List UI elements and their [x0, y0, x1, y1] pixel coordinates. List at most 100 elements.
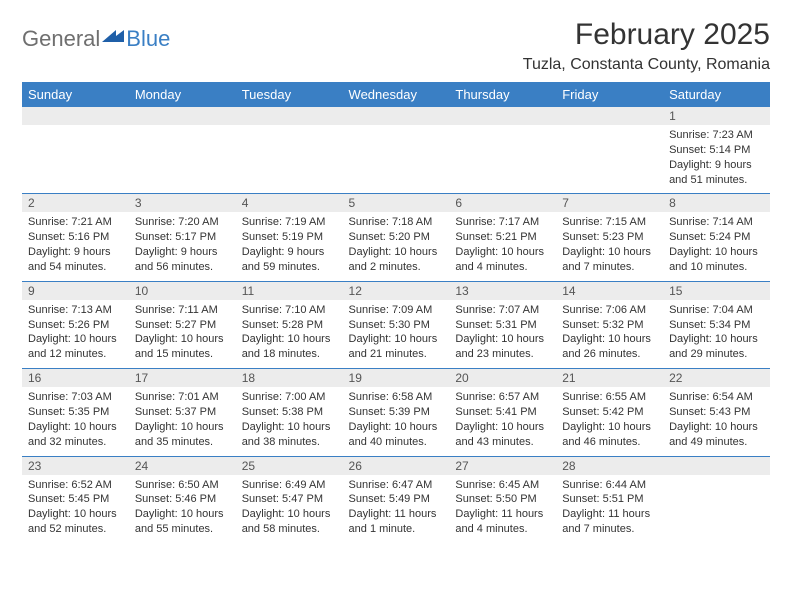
day-line-sr: Sunrise: 7:01 AM	[135, 390, 230, 405]
day-header-fri: Friday	[556, 82, 663, 107]
day-number: 15	[663, 282, 770, 300]
day-cell: 5Sunrise: 7:18 AMSunset: 5:20 PMDaylight…	[343, 194, 450, 281]
day-line-dl1: Daylight: 10 hours	[455, 332, 550, 347]
day-cell	[663, 456, 770, 543]
day-number: 25	[236, 457, 343, 475]
day-number: 23	[22, 457, 129, 475]
day-line-dl2: and 52 minutes.	[28, 522, 123, 537]
day-number: 21	[556, 369, 663, 387]
day-line-dl2: and 49 minutes.	[669, 435, 764, 450]
day-cell	[22, 107, 129, 194]
day-body: Sunrise: 7:19 AMSunset: 5:19 PMDaylight:…	[236, 212, 343, 280]
day-cell: 14 Sunrise: 7:06 AMSunset: 5:32 PMDayligh…	[556, 281, 663, 368]
day-line-dl2: and 35 minutes.	[135, 435, 230, 450]
day-body-empty	[22, 125, 129, 183]
day-line-dl1: Daylight: 10 hours	[135, 332, 230, 347]
day-number-empty	[663, 457, 770, 475]
logo-flag-icon	[102, 30, 124, 48]
header: General Blue February 2025 Tuzla, Consta…	[22, 18, 770, 74]
day-number: 16	[22, 369, 129, 387]
day-header-tue: Tuesday	[236, 82, 343, 107]
day-body-empty	[449, 125, 556, 183]
day-body: Sunrise: 7:20 AMSunset: 5:17 PMDaylight:…	[129, 212, 236, 280]
day-body: Sunrise: 6:45 AMSunset: 5:50 PMDaylight:…	[449, 475, 556, 543]
day-number: 1	[663, 107, 770, 125]
day-line-dl1: Daylight: 10 hours	[669, 245, 764, 260]
day-line-sr: Sunrise: 7:06 AM	[562, 303, 657, 318]
day-number-empty	[449, 107, 556, 125]
day-line-ss: Sunset: 5:42 PM	[562, 405, 657, 420]
day-line-dl2: and 7 minutes.	[562, 522, 657, 537]
day-header-row: Sunday Monday Tuesday Wednesday Thursday…	[22, 82, 770, 107]
week-row: 9Sunrise: 7:13 AMSunset: 5:26 PMDaylight…	[22, 281, 770, 368]
day-cell: 22Sunrise: 6:54 AMSunset: 5:43 PMDayligh…	[663, 369, 770, 456]
day-body: Sunrise: 6:50 AMSunset: 5:46 PMDaylight:…	[129, 475, 236, 543]
day-line-sr: Sunrise: 6:45 AM	[455, 478, 550, 493]
day-header-sun: Sunday	[22, 82, 129, 107]
day-body: Sunrise: 7:17 AMSunset: 5:21 PMDaylight:…	[449, 212, 556, 280]
day-line-sr: Sunrise: 7:18 AM	[349, 215, 444, 230]
day-cell: 23Sunrise: 6:52 AMSunset: 5:45 PMDayligh…	[22, 456, 129, 543]
day-number: 5	[343, 194, 450, 212]
day-line-ss: Sunset: 5:45 PM	[28, 492, 123, 507]
day-line-dl2: and 2 minutes.	[349, 260, 444, 275]
day-line-sr: Sunrise: 6:44 AM	[562, 478, 657, 493]
day-body-empty	[129, 125, 236, 183]
day-line-dl2: and 10 minutes.	[669, 260, 764, 275]
day-number: 6	[449, 194, 556, 212]
day-line-ss: Sunset: 5:37 PM	[135, 405, 230, 420]
day-line-dl1: Daylight: 10 hours	[135, 420, 230, 435]
day-cell: 27Sunrise: 6:45 AMSunset: 5:50 PMDayligh…	[449, 456, 556, 543]
day-line-ss: Sunset: 5:19 PM	[242, 230, 337, 245]
day-cell: 8Sunrise: 7:14 AMSunset: 5:24 PMDaylight…	[663, 194, 770, 281]
day-line-dl1: Daylight: 11 hours	[562, 507, 657, 522]
day-line-sr: Sunrise: 7:11 AM	[135, 303, 230, 318]
day-line-sr: Sunrise: 7:14 AM	[669, 215, 764, 230]
day-cell: 20Sunrise: 6:57 AMSunset: 5:41 PMDayligh…	[449, 369, 556, 456]
day-line-ss: Sunset: 5:14 PM	[669, 143, 764, 158]
day-line-ss: Sunset: 5:43 PM	[669, 405, 764, 420]
day-line-sr: Sunrise: 7:10 AM	[242, 303, 337, 318]
day-body: Sunrise: 7:15 AMSunset: 5:23 PMDaylight:…	[556, 212, 663, 280]
day-number: 20	[449, 369, 556, 387]
day-cell: 12Sunrise: 7:09 AMSunset: 5:30 PMDayligh…	[343, 281, 450, 368]
day-line-dl2: and 32 minutes.	[28, 435, 123, 450]
day-cell: 2Sunrise: 7:21 AMSunset: 5:16 PMDaylight…	[22, 194, 129, 281]
location-text: Tuzla, Constanta County, Romania	[523, 56, 770, 74]
day-line-ss: Sunset: 5:26 PM	[28, 318, 123, 333]
day-cell: 11Sunrise: 7:10 AMSunset: 5:28 PMDayligh…	[236, 281, 343, 368]
day-body: Sunrise: 7:03 AMSunset: 5:35 PMDaylight:…	[22, 387, 129, 455]
day-line-dl2: and 12 minutes.	[28, 347, 123, 362]
day-line-sr: Sunrise: 6:49 AM	[242, 478, 337, 493]
day-body-empty	[236, 125, 343, 183]
day-body: Sunrise: 7:04 AMSunset: 5:34 PMDaylight:…	[663, 300, 770, 368]
day-number: 8	[663, 194, 770, 212]
week-row: 1Sunrise: 7:23 AMSunset: 5:14 PMDaylight…	[22, 107, 770, 194]
day-body: Sunrise: 7:09 AMSunset: 5:30 PMDaylight:…	[343, 300, 450, 368]
day-number: 14	[556, 282, 663, 300]
day-cell: 6Sunrise: 7:17 AMSunset: 5:21 PMDaylight…	[449, 194, 556, 281]
day-line-dl1: Daylight: 10 hours	[242, 507, 337, 522]
day-line-dl1: Daylight: 10 hours	[242, 332, 337, 347]
day-number: 28	[556, 457, 663, 475]
day-body-empty	[663, 475, 770, 533]
day-body: Sunrise: 7:13 AMSunset: 5:26 PMDaylight:…	[22, 300, 129, 368]
page-title: February 2025	[523, 18, 770, 52]
day-cell: 19Sunrise: 6:58 AMSunset: 5:39 PMDayligh…	[343, 369, 450, 456]
day-number: 17	[129, 369, 236, 387]
day-line-sr: Sunrise: 7:07 AM	[455, 303, 550, 318]
day-line-sr: Sunrise: 6:58 AM	[349, 390, 444, 405]
day-body: Sunrise: 7:23 AMSunset: 5:14 PMDaylight:…	[663, 125, 770, 193]
day-line-ss: Sunset: 5:32 PM	[562, 318, 657, 333]
day-line-ss: Sunset: 5:49 PM	[349, 492, 444, 507]
day-line-dl1: Daylight: 10 hours	[669, 420, 764, 435]
day-line-dl2: and 1 minute.	[349, 522, 444, 537]
day-line-dl2: and 43 minutes.	[455, 435, 550, 450]
day-line-dl1: Daylight: 10 hours	[562, 332, 657, 347]
day-line-dl2: and 46 minutes.	[562, 435, 657, 450]
day-number: 22	[663, 369, 770, 387]
day-number: 19	[343, 369, 450, 387]
day-line-dl1: Daylight: 10 hours	[562, 245, 657, 260]
day-line-ss: Sunset: 5:28 PM	[242, 318, 337, 333]
day-cell: 17 Sunrise: 7:01 AMSunset: 5:37 PMDayligh…	[129, 369, 236, 456]
